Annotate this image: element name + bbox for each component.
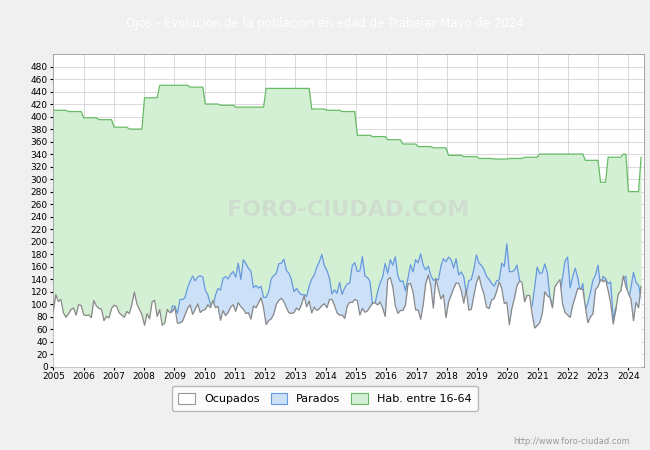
Legend: Ocupados, Parados, Hab. entre 16-64: Ocupados, Parados, Hab. entre 16-64 xyxy=(172,386,478,411)
Text: FORO-CIUDAD.COM: FORO-CIUDAD.COM xyxy=(227,200,469,220)
Text: http://www.foro-ciudad.com: http://www.foro-ciudad.com xyxy=(514,436,630,446)
Text: Ojós - Evolucion de la poblacion en edad de Trabajar Mayo de 2024: Ojós - Evolucion de la poblacion en edad… xyxy=(126,17,524,30)
